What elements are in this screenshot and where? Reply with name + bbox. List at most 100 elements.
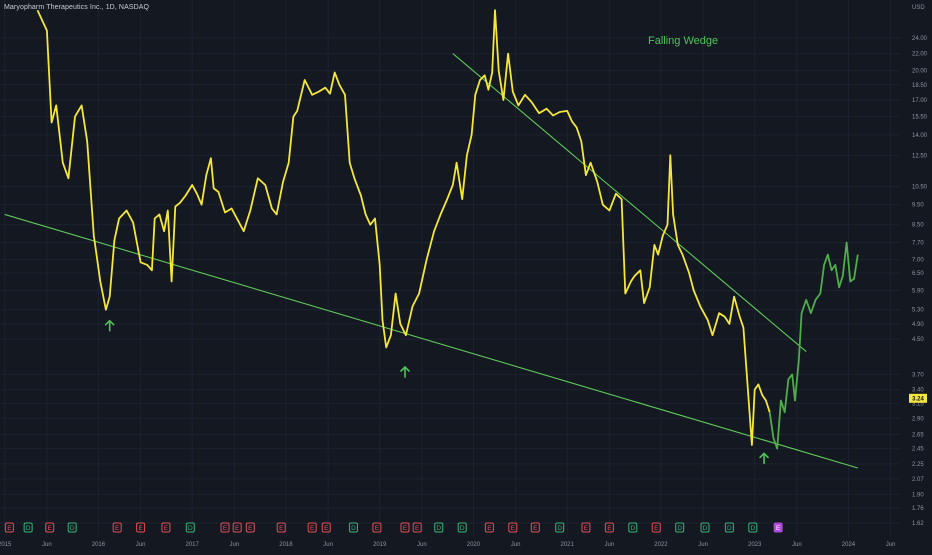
y-tick-label: 1.76 [912, 506, 924, 512]
earnings-badge[interactable]: E [4, 522, 14, 533]
x-tick-label: 2024 [842, 542, 856, 548]
y-tick-label: 3.70 [912, 372, 924, 378]
dividend-badge[interactable]: D [67, 522, 77, 533]
x-tick-label: 2016 [92, 542, 106, 548]
y-tick-label: 24.00 [912, 36, 928, 42]
lower-trendline [4, 213, 858, 469]
svg-text:E: E [607, 525, 612, 532]
dividend-badge[interactable]: D [675, 522, 685, 533]
falling-wedge-annotation: Falling Wedge [648, 35, 718, 47]
x-tick-label: 2015 [0, 542, 12, 548]
earnings-badge[interactable]: E [651, 522, 661, 533]
svg-text:D: D [727, 525, 732, 532]
svg-text:E: E [584, 525, 589, 532]
y-tick-label: 3.40 [912, 388, 924, 394]
earnings-badge[interactable]: E [220, 522, 230, 533]
x-tick-label: Jun [136, 542, 146, 548]
dividend-badge[interactable]: D [628, 522, 638, 533]
svg-text:E: E [279, 525, 284, 532]
earnings-badge[interactable]: E [45, 522, 55, 533]
y-tick-label: 2.45 [912, 447, 924, 453]
earnings-badge[interactable]: E [245, 522, 255, 533]
dividend-badge[interactable]: D [457, 522, 467, 533]
y-tick-label: 3.15 [912, 401, 924, 407]
y-tick-label: 5.30 [912, 308, 924, 314]
svg-text:E: E [533, 525, 538, 532]
up-arrow-icon [104, 319, 115, 332]
earnings-badge[interactable]: E [136, 522, 146, 533]
earnings-badge[interactable]: E [530, 522, 540, 533]
svg-text:E: E [511, 525, 516, 532]
earnings-badge[interactable]: E [400, 522, 410, 533]
y-tick-label: 22.00 [912, 52, 928, 58]
x-tick-label: Jun [698, 542, 708, 548]
x-tick-label: Jun [511, 542, 521, 548]
y-tick-label: 6.50 [912, 271, 924, 277]
y-tick-label: 7.70 [912, 241, 924, 247]
y-tick-label: 17.00 [912, 98, 928, 104]
earnings-badge[interactable]: E [161, 522, 171, 533]
x-tick-label: Jun [230, 542, 240, 548]
earnings-badge[interactable]: E [276, 522, 286, 533]
svg-text:D: D [557, 525, 562, 532]
dividend-badge[interactable]: D [724, 522, 734, 533]
y-tick-label: 4.90 [912, 322, 924, 328]
y-tick-label: 4.50 [912, 337, 924, 343]
dividend-badge[interactable]: D [748, 522, 758, 533]
earnings-badge[interactable]: E [508, 522, 518, 533]
svg-text:D: D [351, 525, 356, 532]
svg-text:E: E [235, 525, 240, 532]
svg-text:E: E [115, 525, 120, 532]
earnings-badge[interactable]: E [484, 522, 494, 533]
earnings-badge[interactable]: E [412, 522, 422, 533]
svg-text:D: D [436, 525, 441, 532]
y-tick-label: 8.50 [912, 223, 924, 229]
svg-text:D: D [677, 525, 682, 532]
earnings-badge[interactable]: E [232, 522, 242, 533]
earnings-badge[interactable]: E [581, 522, 591, 533]
svg-text:E: E [487, 525, 492, 532]
svg-text:E: E [375, 525, 380, 532]
x-tick-label: 2023 [748, 542, 762, 548]
svg-text:3.24: 3.24 [912, 397, 924, 403]
dividend-badge[interactable]: D [555, 522, 565, 533]
svg-text:E: E [164, 525, 169, 532]
earnings-badge[interactable]: E [604, 522, 614, 533]
earnings-badge[interactable]: E [307, 522, 317, 533]
dividend-badge[interactable]: D [23, 522, 33, 533]
y-axis-unit: USD [912, 5, 925, 11]
svg-text:E: E [324, 525, 329, 532]
y-tick-label: 2.07 [912, 477, 924, 483]
svg-text:D: D [460, 525, 465, 532]
svg-text:D: D [70, 525, 75, 532]
price-line-historical [36, 9, 771, 446]
svg-text:E: E [654, 525, 659, 532]
dividend-badge[interactable]: D [185, 522, 195, 533]
y-tick-label: 14.00 [912, 133, 928, 139]
earnings-badge[interactable]: E [773, 522, 783, 533]
svg-text:E: E [415, 525, 420, 532]
earnings-badge[interactable]: E [321, 522, 331, 533]
y-tick-label: 2.90 [912, 416, 924, 422]
upper-trendline [452, 53, 807, 353]
x-tick-label: 2017 [186, 542, 200, 548]
y-tick-label: 2.65 [912, 432, 924, 438]
y-tick-label: 1.90 [912, 492, 924, 498]
price-line-recent [768, 241, 859, 450]
dividend-badge[interactable]: D [700, 522, 710, 533]
svg-text:E: E [7, 525, 12, 532]
y-tick-label: 5.90 [912, 288, 924, 294]
x-tick-label: Jun [417, 542, 427, 548]
y-tick-label: 7.00 [912, 258, 924, 264]
x-tick-label: Jun [42, 542, 52, 548]
x-tick-label: 2019 [373, 542, 387, 548]
dividend-badge[interactable]: D [348, 522, 358, 533]
dividend-badge[interactable]: D [434, 522, 444, 533]
earnings-badge[interactable]: E [112, 522, 122, 533]
svg-text:D: D [750, 525, 755, 532]
x-tick-label: Jun [886, 542, 896, 548]
y-tick-label: 1.62 [912, 521, 924, 527]
up-arrow-icon [400, 365, 410, 378]
earnings-badge[interactable]: E [372, 522, 382, 533]
